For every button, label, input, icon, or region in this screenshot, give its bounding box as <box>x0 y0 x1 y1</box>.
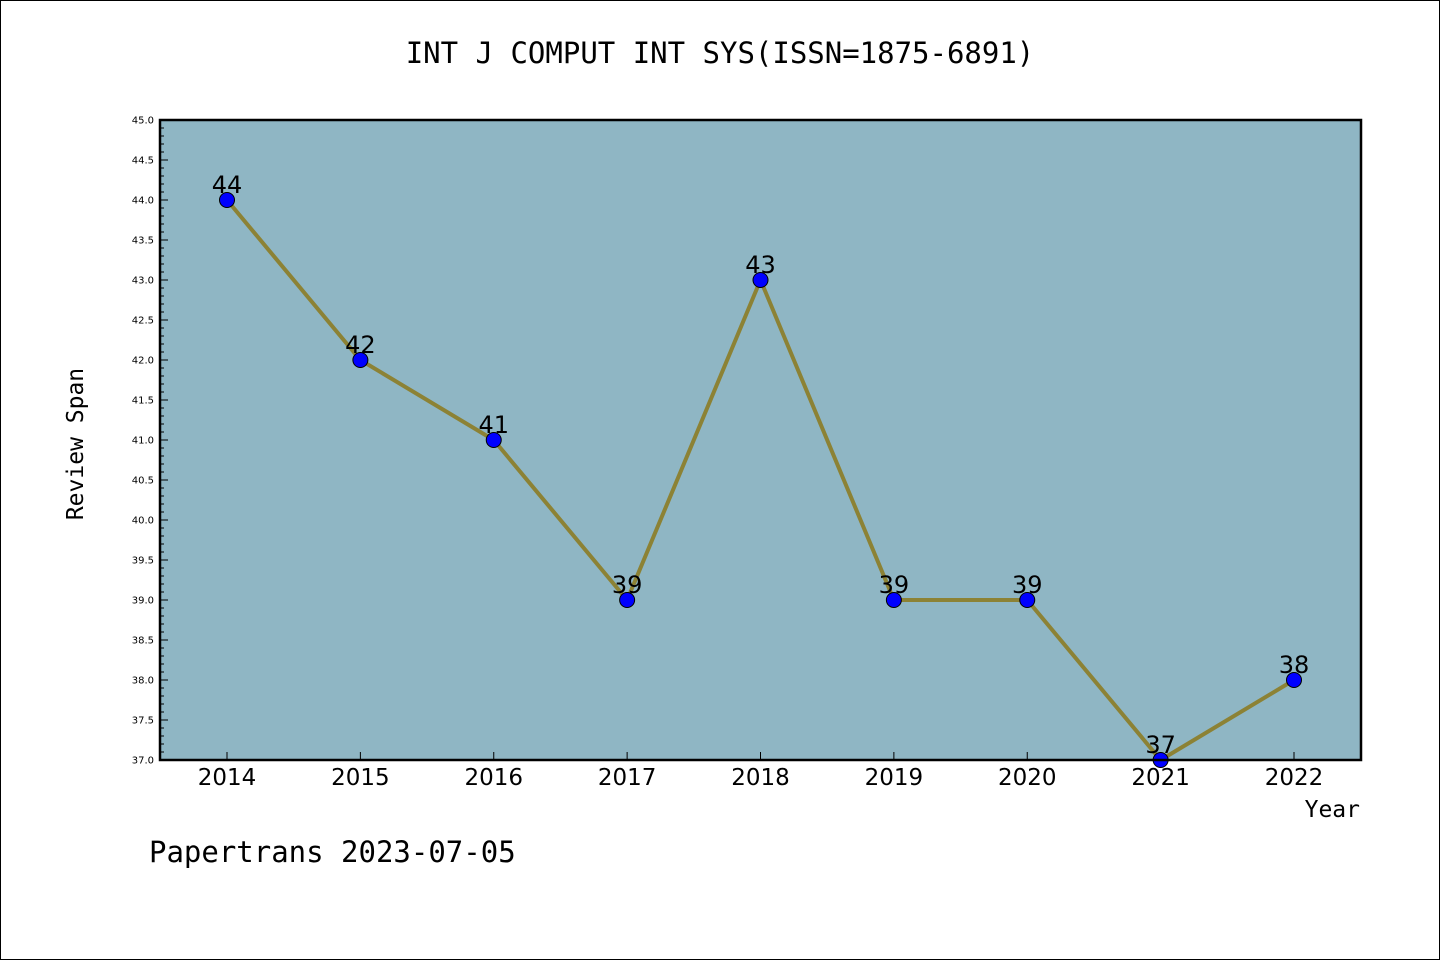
data-label: 39 <box>1012 571 1043 599</box>
x-tick-label: 2016 <box>464 765 523 791</box>
data-point <box>352 352 369 368</box>
x-tick-label: 2017 <box>598 765 657 791</box>
y-tick-label: 39.0 <box>132 596 154 607</box>
data-label: 39 <box>879 571 910 599</box>
y-tick-label: 45.0 <box>132 116 154 127</box>
y-tick-label: 44.0 <box>132 196 154 207</box>
x-axis-label: Year <box>1304 797 1360 823</box>
data-point <box>619 592 636 608</box>
data-markers <box>219 192 1302 768</box>
data-point <box>485 432 502 448</box>
y-tick-label: 40.0 <box>132 516 154 527</box>
y-tick-label: 37.5 <box>132 716 154 727</box>
y-tick-label: 43.0 <box>132 276 154 287</box>
y-tick-label: 37.0 <box>132 756 154 767</box>
footer-watermark: Papertrans 2023-07-05 <box>149 835 516 869</box>
x-tick-label: 2014 <box>198 765 257 791</box>
x-tick-label: 2021 <box>1131 765 1190 791</box>
x-tick-label: 2018 <box>731 765 790 791</box>
y-tick-label: 42.5 <box>132 316 154 327</box>
data-labels: 44 42 41 39 43 39 39 37 38 <box>212 171 1310 759</box>
x-tick-label: 2019 <box>865 765 924 791</box>
data-label: 44 <box>212 171 243 199</box>
x-axis-ticks: 2014 2015 2016 2017 2018 2019 2020 2021 2022 <box>198 752 1324 791</box>
data-point <box>752 272 769 288</box>
data-point <box>885 592 902 608</box>
data-label: 38 <box>1279 651 1310 679</box>
y-tick-label: 41.5 <box>132 396 154 407</box>
data-label: 42 <box>345 331 376 359</box>
data-label: 43 <box>745 251 776 279</box>
plot-border <box>158 118 1363 762</box>
y-tick-label: 39.5 <box>132 556 154 567</box>
y-axis-ticks: 37.0 37.5 38.0 38.5 39.0 39.5 40.0 40.5 41.0 41.5… <box>132 116 154 767</box>
y-tick-label: 42.0 <box>132 356 154 367</box>
data-label: 37 <box>1145 731 1176 759</box>
x-tick-label: 2015 <box>331 765 390 791</box>
y-tick-label: 44.5 <box>132 156 154 167</box>
plot-area <box>160 120 1361 760</box>
y-tick-label: 38.5 <box>132 636 154 647</box>
y-tick-label: 38.0 <box>132 676 154 687</box>
data-label: 41 <box>478 411 509 439</box>
data-point <box>1286 672 1302 688</box>
x-tick-label: 2022 <box>1265 765 1324 791</box>
x-tick-label: 2020 <box>998 765 1057 791</box>
y-tick-label: 43.5 <box>132 236 154 247</box>
data-point <box>219 192 235 208</box>
chart-title: INT J COMPUT INT SYS(ISSN=1875-6891) <box>405 36 1035 70</box>
y-tick-label: 40.5 <box>132 476 154 487</box>
data-point <box>1019 592 1036 608</box>
data-label: 39 <box>612 571 643 599</box>
y-tick-label: 41.0 <box>132 436 154 447</box>
